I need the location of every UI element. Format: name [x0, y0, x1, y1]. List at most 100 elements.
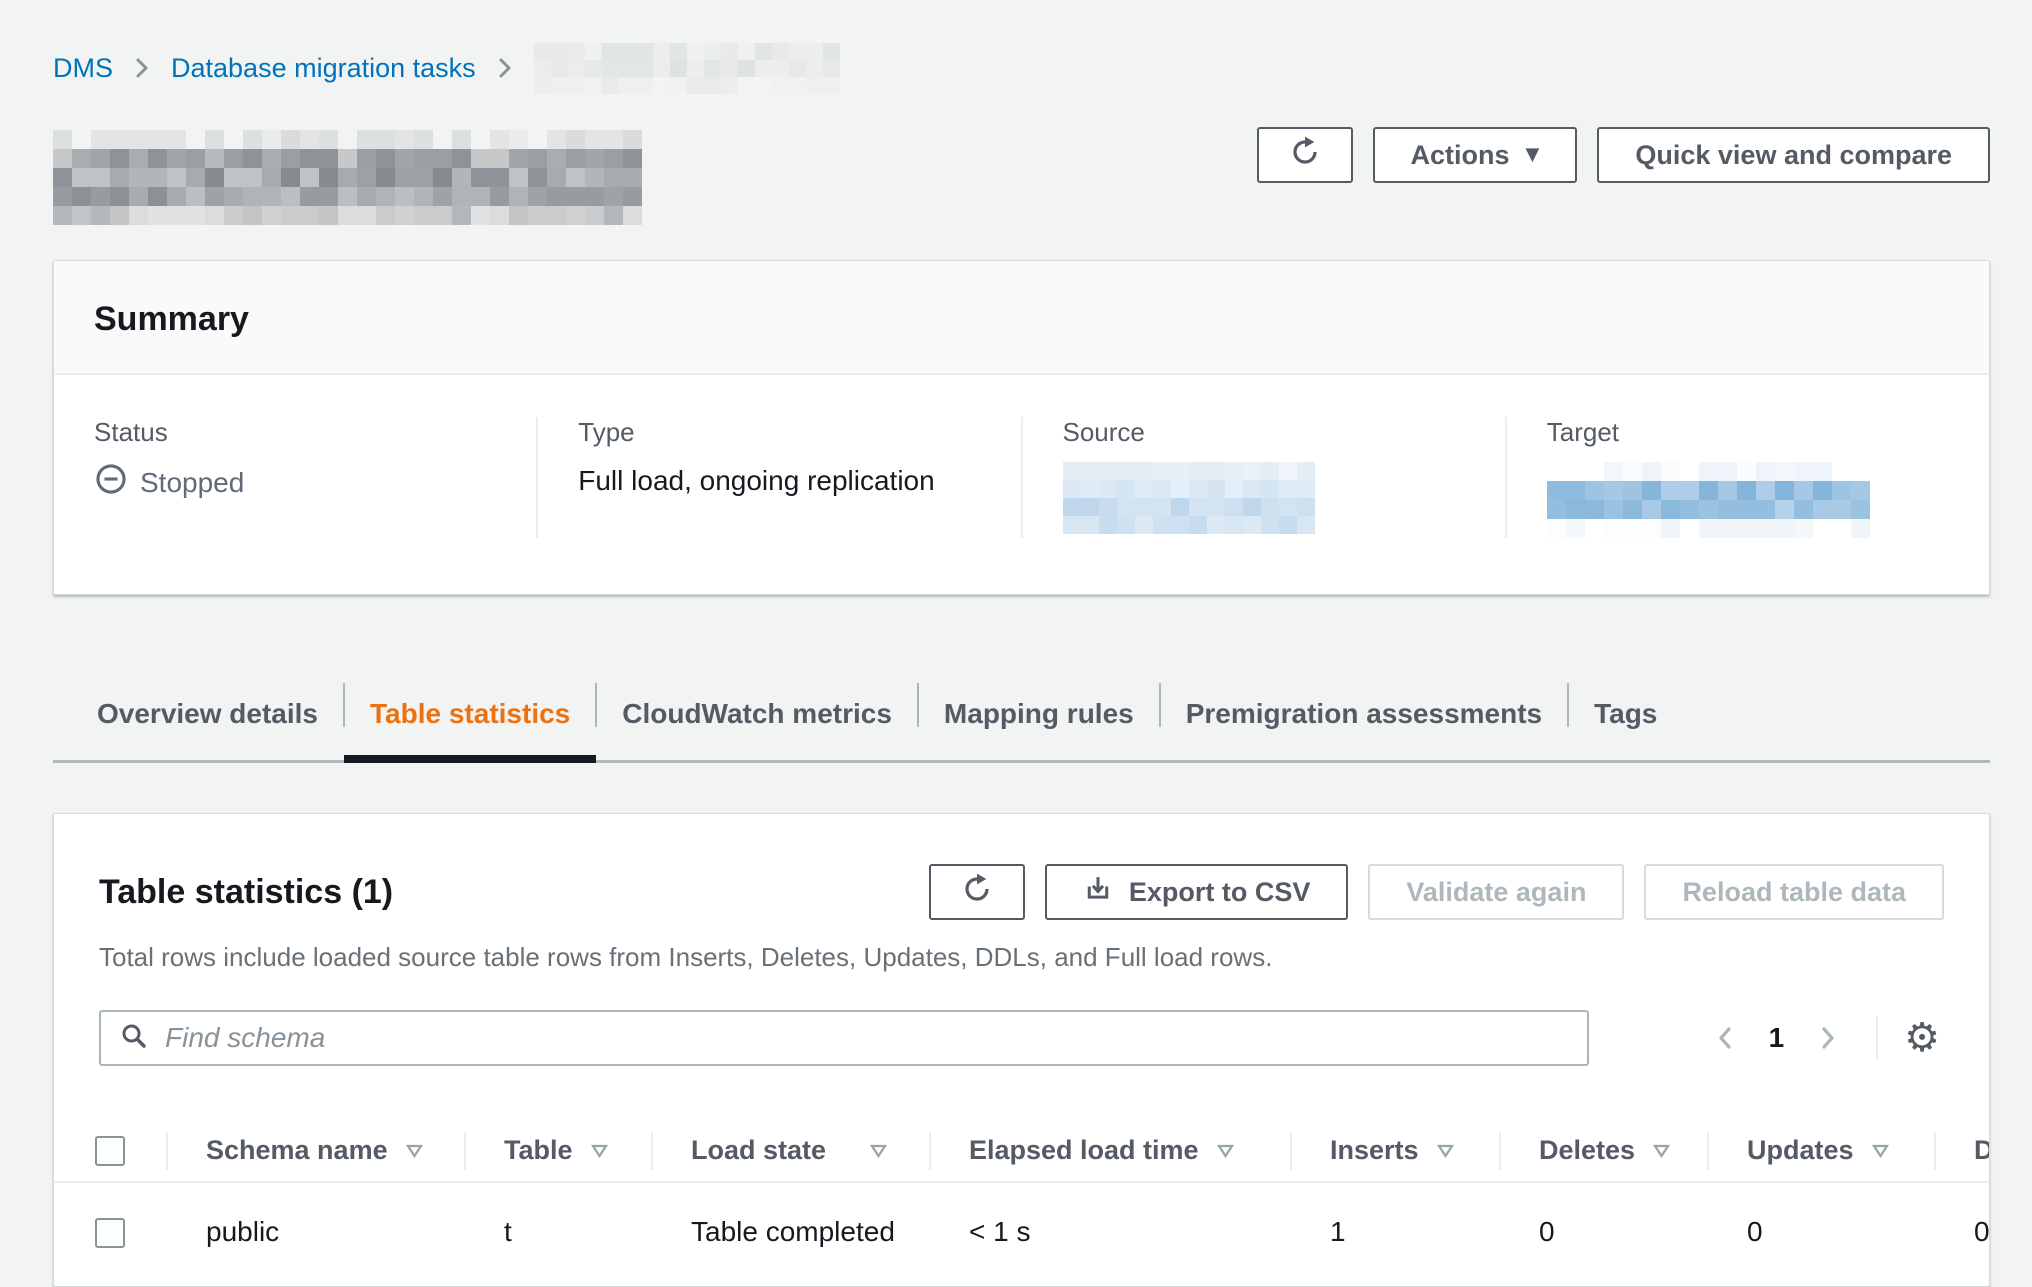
sort-icon — [1653, 1144, 1671, 1158]
column-label: Elapsed load time — [969, 1135, 1199, 1165]
tab-premigration-assessments[interactable]: Premigration assessments — [1158, 667, 1568, 760]
reload-table-data-label: Reload table data — [1682, 876, 1906, 907]
cell-elapsed-load-time: < 1 s — [969, 1215, 1031, 1247]
quick-view-label: Quick view and compare — [1635, 139, 1952, 170]
page-header: Actions ▼ Quick view and compare — [53, 122, 1990, 225]
sort-icon — [590, 1144, 608, 1158]
tab-mapping-rules[interactable]: Mapping rules — [916, 667, 1160, 760]
validate-again-button[interactable]: Validate again — [1368, 864, 1625, 920]
row-select-cell — [54, 1182, 166, 1280]
column-label: Inserts — [1330, 1135, 1419, 1165]
cell-ddls: 0 — [1974, 1215, 1990, 1247]
refresh-button[interactable] — [1256, 127, 1353, 183]
header-actions: Actions ▼ Quick view and compare — [1256, 127, 1990, 183]
sort-icon — [1216, 1144, 1234, 1158]
summary-title: Summary — [94, 300, 249, 338]
sort-icon — [405, 1144, 423, 1158]
validate-again-label: Validate again — [1406, 876, 1587, 907]
table-statistics-panel: Table statistics (1) — [53, 813, 1990, 1287]
cell-deletes: 0 — [1539, 1215, 1555, 1247]
column-label: Table — [504, 1135, 573, 1165]
select-all-checkbox[interactable] — [95, 1136, 125, 1167]
table-settings-gear-icon[interactable]: ⚙ — [1900, 1018, 1944, 1058]
refresh-icon — [961, 873, 993, 912]
table-header-row: Schema name Table Load state Elapse — [54, 1120, 1989, 1182]
tab-table-statistics[interactable]: Table statistics — [343, 667, 597, 763]
export-csv-label: Export to CSV — [1128, 876, 1311, 907]
breadcrumb-chevron-icon — [131, 53, 153, 83]
summary-body: Status Stopped Type Full load, ongoing r… — [54, 375, 1989, 594]
column-label: Updates — [1747, 1135, 1854, 1165]
pagination: 1 ⚙ — [1699, 1016, 1944, 1060]
sort-icon — [1871, 1144, 1889, 1158]
breadcrumb: DMS Database migration tasks — [53, 42, 1990, 94]
search-icon — [119, 1021, 149, 1056]
column-header-ddls[interactable]: DDLs — [1934, 1120, 1989, 1182]
tab-cloudwatch-metrics[interactable]: CloudWatch metrics — [595, 667, 918, 760]
table-toolbar: 1 ⚙ — [99, 1010, 1944, 1066]
panel-description: Total rows include loaded source table r… — [99, 942, 1273, 972]
column-header-elapsed-load-time[interactable]: Elapsed load time — [929, 1120, 1290, 1182]
reload-table-data-button[interactable]: Reload table data — [1644, 864, 1944, 920]
target-endpoint-link-redacted[interactable] — [1546, 462, 1870, 538]
summary-card-header: Summary — [54, 261, 1989, 375]
statistics-table-wrap: Schema name Table Load state Elapse — [54, 1120, 1989, 1280]
column-header-inserts[interactable]: Inserts — [1290, 1120, 1499, 1182]
column-label: Deletes — [1539, 1135, 1636, 1165]
breadcrumb-chevron-icon — [494, 53, 516, 83]
type-label: Type — [578, 417, 635, 447]
quick-view-compare-button[interactable]: Quick view and compare — [1597, 127, 1990, 183]
panel-title: Table statistics (1) — [99, 873, 394, 911]
status-label: Status — [94, 417, 168, 447]
column-label: Schema name — [206, 1135, 388, 1165]
next-page-button[interactable] — [1802, 1022, 1854, 1054]
breadcrumb-link-tasks[interactable]: Database migration tasks — [171, 52, 476, 83]
cell-table: t — [504, 1215, 512, 1247]
column-header-load-state[interactable]: Load state — [651, 1120, 929, 1182]
cell-inserts: 1 — [1330, 1215, 1346, 1247]
export-csv-button[interactable]: Export to CSV — [1044, 864, 1349, 920]
chevron-down-icon: ▼ — [1525, 144, 1540, 165]
column-label: Load state — [691, 1135, 827, 1165]
cell-schema-name: public — [206, 1215, 280, 1247]
schema-search-box — [99, 1010, 1589, 1066]
type-field: Type Full load, ongoing replication — [536, 417, 1020, 538]
target-field: Target — [1504, 417, 1989, 538]
column-header-updates[interactable]: Updates — [1707, 1120, 1934, 1182]
previous-page-button[interactable] — [1699, 1022, 1751, 1054]
tab-tags[interactable]: Tags — [1567, 667, 1683, 760]
tab-overview-details[interactable]: Overview details — [97, 697, 319, 729]
select-all-cell — [54, 1120, 166, 1182]
cell-updates: 0 — [1747, 1215, 1763, 1247]
sort-icon — [1436, 1144, 1454, 1158]
summary-card: Summary Status Stopped Type Full load, — [53, 260, 1990, 595]
task-name-redacted — [53, 130, 642, 225]
refresh-icon — [1289, 136, 1321, 175]
source-endpoint-link-redacted[interactable] — [1062, 462, 1315, 534]
cell-load-state: Table completed — [691, 1215, 895, 1247]
row-checkbox[interactable] — [95, 1217, 125, 1248]
column-header-table[interactable]: Table — [464, 1120, 651, 1182]
schema-search-input[interactable] — [163, 1021, 1569, 1055]
breadcrumb-link-dms[interactable]: DMS — [53, 52, 113, 83]
pagination-divider — [1876, 1016, 1879, 1060]
actions-button-label: Actions — [1410, 139, 1510, 170]
status-value: Stopped — [140, 466, 245, 498]
statistics-table: Schema name Table Load state Elapse — [54, 1120, 1990, 1280]
type-value: Full load, ongoing replication — [578, 465, 935, 496]
stopped-icon — [94, 462, 128, 503]
column-header-schema-name[interactable]: Schema name — [166, 1120, 464, 1182]
source-field: Source — [1020, 417, 1505, 538]
table-refresh-button[interactable] — [928, 864, 1025, 920]
column-header-deletes[interactable]: Deletes — [1499, 1120, 1707, 1182]
download-icon — [1083, 874, 1113, 911]
actions-button[interactable]: Actions ▼ — [1372, 127, 1578, 183]
source-label: Source — [1062, 417, 1145, 447]
sort-icon — [870, 1144, 888, 1158]
current-page-number[interactable]: 1 — [1768, 1022, 1785, 1053]
column-label: DDLs — [1974, 1135, 1989, 1166]
panel-buttons: Export to CSV Validate again Reload tabl… — [928, 864, 1944, 920]
target-label: Target — [1546, 417, 1620, 447]
table-row: public t Table completed < 1 s 1 0 0 0 — [54, 1182, 1990, 1280]
